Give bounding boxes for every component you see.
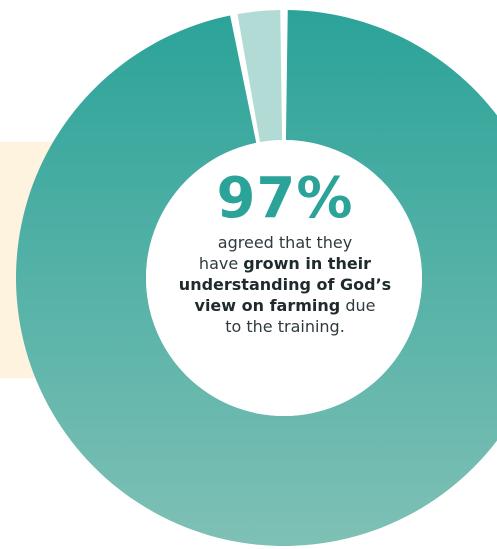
caption-line-3-bold: understanding of God’s — [178, 275, 392, 294]
stat-value: 97% — [216, 166, 354, 231]
donut-slice-agreed — [16, 10, 497, 546]
donut-slice-other — [237, 10, 283, 143]
caption-line-5: to the training. — [225, 317, 345, 336]
caption-line-1: agreed that they — [217, 233, 353, 252]
donut-hole — [146, 140, 422, 416]
donut-slices — [16, 10, 497, 546]
caption-line-4-bold: view on farming — [194, 296, 341, 315]
caption-line-2-plain: have — [198, 254, 244, 273]
stat-caption: agreed that they have grown in their und… — [150, 232, 420, 337]
center-callout: 97% agreed that they have grown in their… — [150, 170, 420, 337]
caption-line-4-plain: due — [340, 296, 376, 315]
caption-line-2-bold: grown in their — [243, 254, 372, 273]
